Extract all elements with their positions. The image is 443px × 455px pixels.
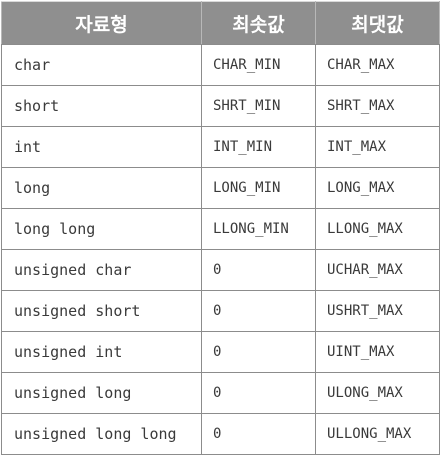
table-row: unsigned int 0 UINT_MAX [1,331,440,373]
max-cell: SHRT_MAX [315,85,440,127]
min-cell: 0 [201,290,316,332]
header-max: 최댓값 [315,1,440,45]
header-row: 자료형 최솟값 최댓값 [1,1,440,45]
max-cell: INT_MAX [315,126,440,168]
type-cell: long long [1,208,202,250]
table-row: unsigned long long 0 ULLONG_MAX [1,413,440,455]
max-cell: ULONG_MAX [315,372,440,414]
type-cell: unsigned char [1,249,202,291]
type-cell: short [1,85,202,127]
type-cell: unsigned long [1,372,202,414]
table-header: 자료형 최솟값 최댓값 [1,1,440,45]
type-cell: long [1,167,202,209]
table-row: short SHRT_MIN SHRT_MAX [1,85,440,127]
min-cell: SHRT_MIN [201,85,316,127]
min-cell: INT_MIN [201,126,316,168]
max-cell: LONG_MAX [315,167,440,209]
table-row: int INT_MIN INT_MAX [1,126,440,168]
max-cell: UINT_MAX [315,331,440,373]
type-cell: unsigned int [1,331,202,373]
min-cell: 0 [201,372,316,414]
max-cell: USHRT_MAX [315,290,440,332]
table-row: long LONG_MIN LONG_MAX [1,167,440,209]
max-cell: ULLONG_MAX [315,413,440,455]
type-cell: char [1,44,202,86]
table-row: unsigned long 0 ULONG_MAX [1,372,440,414]
min-cell: CHAR_MIN [201,44,316,86]
type-cell: unsigned long long [1,413,202,455]
table-body: char CHAR_MIN CHAR_MAX short SHRT_MIN SH… [1,44,440,455]
table-row: long long LLONG_MIN LLONG_MAX [1,208,440,250]
header-min: 최솟값 [201,1,316,45]
min-cell: LLONG_MIN [201,208,316,250]
min-cell: 0 [201,249,316,291]
min-cell: 0 [201,331,316,373]
header-type: 자료형 [1,1,202,45]
max-cell: LLONG_MAX [315,208,440,250]
min-cell: 0 [201,413,316,455]
max-cell: UCHAR_MAX [315,249,440,291]
min-cell: LONG_MIN [201,167,316,209]
table-row: char CHAR_MIN CHAR_MAX [1,44,440,86]
type-cell: int [1,126,202,168]
max-cell: CHAR_MAX [315,44,440,86]
table-row: unsigned short 0 USHRT_MAX [1,290,440,332]
type-cell: unsigned short [1,290,202,332]
table-row: unsigned char 0 UCHAR_MAX [1,249,440,291]
